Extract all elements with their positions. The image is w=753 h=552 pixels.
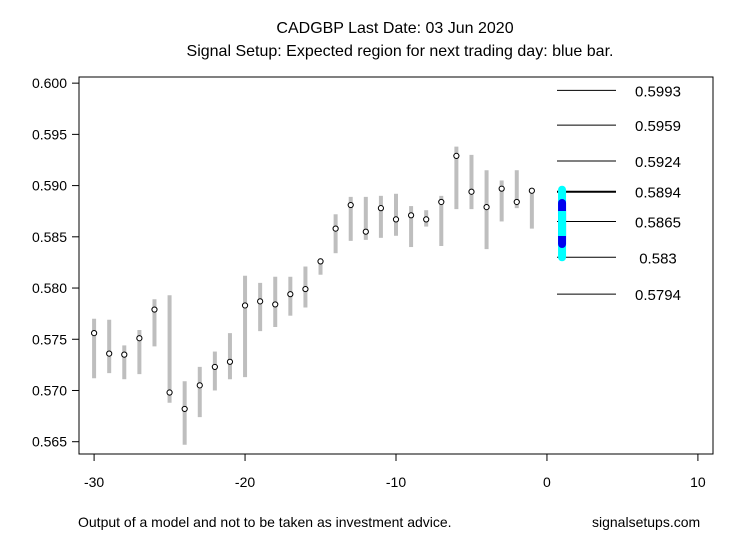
reference-levels: 0.5993 0.5959 0.5924 0.5894 0.5865 0.583 0.579…: [557, 83, 681, 304]
reference-label: 0.5924: [635, 154, 681, 171]
reference-label: 0.583: [639, 250, 677, 267]
x-tick-label: -20: [235, 474, 255, 490]
close-point: [483, 204, 490, 211]
disclaimer-text: Output of a model and not to be taken as…: [78, 514, 452, 530]
close-point: [317, 258, 324, 265]
close-point: [407, 212, 415, 219]
y-tick-label: 0.570: [32, 382, 67, 398]
reference-label: 0.5894: [635, 185, 681, 202]
close-point: [181, 405, 188, 413]
source-text: signalsetups.com: [592, 514, 701, 530]
close-point: [121, 351, 128, 358]
close-point: [106, 350, 113, 357]
close-point: [226, 358, 234, 365]
reference-label: 0.5993: [635, 83, 681, 100]
close-point: [423, 216, 430, 223]
close-point: [257, 298, 264, 305]
close-point: [453, 152, 460, 159]
close-point: [332, 225, 339, 232]
x-tick-label: -10: [386, 474, 406, 490]
x-tick-label: 0: [543, 474, 551, 490]
close-points: [90, 152, 535, 413]
close-point: [302, 285, 309, 293]
close-point: [151, 306, 158, 313]
close-point: [347, 201, 354, 209]
y-tick-label: 0.565: [32, 434, 67, 450]
y-tick-label: 0.600: [32, 75, 67, 91]
y-tick-label: 0.575: [32, 331, 67, 347]
close-point: [392, 216, 400, 223]
y-tick-label: 0.590: [32, 178, 67, 194]
close-point: [362, 228, 369, 235]
close-point: [528, 187, 535, 194]
y-tick-label: 0.585: [32, 229, 67, 245]
x-tick-label: -30: [84, 474, 104, 490]
y-axis: 0.565 0.570 0.575 0.580 0.585 0.590 0.595 0.600: [32, 75, 79, 450]
reference-label: 0.5794: [635, 287, 681, 304]
close-point: [513, 198, 520, 206]
close-point: [136, 335, 143, 342]
close-point: [498, 185, 505, 192]
close-point: [438, 198, 445, 206]
close-point: [241, 302, 249, 309]
reference-label: 0.5959: [635, 118, 681, 135]
close-point: [90, 330, 98, 337]
close-point: [166, 389, 173, 396]
close-point: [272, 301, 279, 308]
chart: CADGBP Last Date: 03 Jun 2020 Signal Set…: [32, 20, 714, 490]
range-bars: [92, 146, 534, 445]
y-tick-label: 0.595: [32, 126, 67, 142]
chart-subtitle: Signal Setup: Expected region for next t…: [187, 43, 614, 60]
x-axis: -30 -20 -10 0 10: [84, 454, 706, 490]
close-point: [377, 205, 385, 212]
y-tick-label: 0.580: [32, 280, 67, 296]
close-point: [211, 363, 218, 371]
close-point: [287, 291, 294, 298]
close-point: [468, 188, 475, 195]
chart-title: CADGBP Last Date: 03 Jun 2020: [276, 20, 513, 37]
plot-area: [78, 76, 714, 455]
close-point: [196, 382, 203, 389]
reference-label: 0.5865: [635, 214, 681, 231]
x-tick-label: 10: [690, 474, 706, 490]
